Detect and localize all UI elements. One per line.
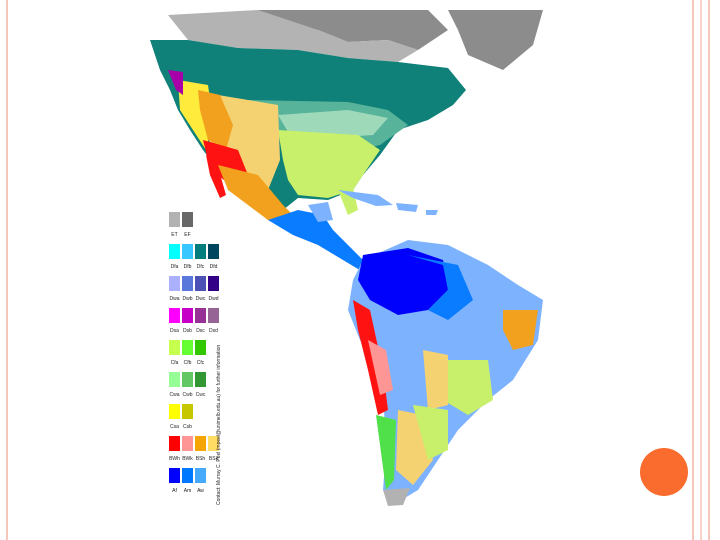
legend-label-Dfc: Dfc (197, 264, 205, 270)
cascades (168, 70, 183, 95)
legend-label-Dsc: Dsc (196, 328, 205, 334)
chile-south (376, 415, 396, 490)
tierra-del-fuego (383, 488, 410, 506)
legend-swatch-Dfb (182, 244, 193, 259)
legend-swatch-Csb (182, 404, 193, 419)
pampas (413, 405, 448, 460)
cfa-region (278, 130, 380, 198)
legend-label-EF: EF (184, 232, 190, 238)
dfa-region (278, 110, 388, 138)
arctic-island (448, 10, 543, 70)
puerto-rico (426, 210, 438, 215)
legend-label-Cfb: Cfb (184, 360, 192, 366)
legend-label-Cwa: Cwa (169, 392, 179, 398)
tundra-belt (168, 10, 418, 62)
legend-swatch-Cfc (195, 340, 206, 355)
legend-swatch-Dsd (208, 308, 219, 323)
legend-swatch-Cwb (182, 372, 193, 387)
legend-label-BWh: BWh (169, 456, 180, 462)
mountain-west (198, 90, 233, 150)
legend-swatch-Dsa (169, 308, 180, 323)
legend-label-Af: Af (172, 488, 177, 494)
frame-line-left (6, 0, 8, 540)
frame-line-right-1 (692, 0, 694, 540)
legend-swatch-Csa (169, 404, 180, 419)
amazon-af (358, 248, 448, 315)
yucatan (308, 202, 333, 222)
climate-legend: Af Am Aw BWh BWk BSh BSk Csa Csb Cwa Cwb Cwc Cfa Cfb C… (165, 210, 225, 510)
legend-label-Csa: Csa (170, 424, 179, 430)
legend-swatch-Af (169, 468, 180, 483)
legend-swatch-Cwa (169, 372, 180, 387)
legend-label-Cfc: Cfc (197, 360, 205, 366)
legend-label-BWk: BWk (182, 456, 193, 462)
legend-swatch-BSh (195, 436, 206, 451)
central-america (268, 210, 373, 272)
mexico (218, 165, 298, 230)
legend-label-BSk: BSk (209, 456, 219, 462)
legend-swatch-Am (182, 468, 193, 483)
legend-label-Dfa: Dfa (171, 264, 179, 270)
legend-label-Cwb: Cwb (182, 392, 192, 398)
legend-footnote: Contact: Murray C. Peel (mpeel@unimelb.e… (216, 345, 222, 505)
legend-label-Dsb: Dsb (183, 328, 192, 334)
legend-swatch-Aw (195, 468, 206, 483)
legend-swatch-Dfa (169, 244, 180, 259)
legend-swatch-Dwd (208, 276, 219, 291)
legend-swatch-Dsb (182, 308, 193, 323)
baja (206, 155, 226, 198)
amazon-am (408, 255, 473, 320)
climate-map (148, 10, 568, 510)
northeast-brazil (503, 310, 538, 350)
legend-swatch-BWh (169, 436, 180, 451)
accent-dot (640, 448, 688, 496)
legend-swatch-BSk (208, 436, 219, 451)
legend-swatch-Dfd (208, 244, 219, 259)
legend-label-Dwa: Dwa (169, 296, 179, 302)
legend-swatch-EF (182, 212, 193, 227)
legend-label-Dwd: Dwd (208, 296, 218, 302)
southern-brazil (438, 360, 493, 415)
legend-label-Csb: Csb (183, 424, 192, 430)
frame-line-right-3 (708, 0, 710, 540)
hispaniola (396, 203, 418, 212)
legend-swatch-Dwc (195, 276, 206, 291)
legend-swatch-BWk (182, 436, 193, 451)
legend-swatch-Dwa (169, 276, 180, 291)
legend-label-Aw: Aw (197, 488, 204, 494)
legend-label-Am: Am (184, 488, 192, 494)
legend-swatch-Dfc (195, 244, 206, 259)
legend-swatch-Dwb (182, 276, 193, 291)
cuba (338, 190, 393, 206)
legend-swatch-Cfb (182, 340, 193, 355)
legend-label-Dsa: Dsa (170, 328, 179, 334)
legend-label-Dsd: Dsd (209, 328, 218, 334)
legend-label-BSh: BSh (196, 456, 206, 462)
legend-label-ET: ET (171, 232, 177, 238)
legend-label-Dfb: Dfb (184, 264, 192, 270)
greenland (258, 10, 448, 50)
legend-label-Cfa: Cfa (171, 360, 179, 366)
legend-label-Cwc: Cwc (196, 392, 206, 398)
legend-swatch-Cwc (195, 372, 206, 387)
legend-label-Dwb: Dwb (182, 296, 192, 302)
legend-label-Dwc: Dwc (196, 296, 206, 302)
frame-line-right-2 (700, 0, 702, 540)
legend-swatch-Dsc (195, 308, 206, 323)
legend-swatch-ET (169, 212, 180, 227)
legend-label-Dfd: Dfd (210, 264, 218, 270)
legend-swatch-Cfa (169, 340, 180, 355)
gran-chaco (423, 350, 448, 410)
atacama (368, 340, 393, 395)
